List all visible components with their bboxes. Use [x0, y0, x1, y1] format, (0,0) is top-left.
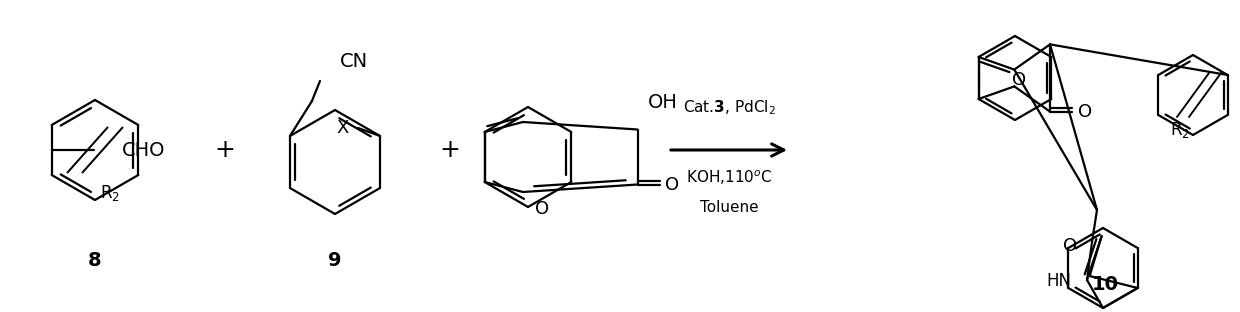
Text: +: +: [439, 138, 460, 162]
Text: O: O: [1078, 103, 1092, 121]
Text: O: O: [666, 175, 680, 193]
Text: CHO: CHO: [122, 140, 165, 159]
Text: CN: CN: [340, 52, 368, 71]
Text: 8: 8: [88, 251, 102, 270]
Text: X: X: [337, 119, 350, 137]
Text: R$_2$: R$_2$: [100, 183, 120, 203]
Text: OH: OH: [647, 92, 677, 111]
Text: +: +: [215, 138, 236, 162]
Text: 9: 9: [329, 251, 342, 270]
Text: R$_2$: R$_2$: [1171, 120, 1190, 140]
Text: 10: 10: [1091, 275, 1118, 294]
Text: O: O: [534, 200, 549, 218]
Text: O: O: [1063, 237, 1078, 255]
Text: O: O: [1012, 71, 1027, 90]
Text: Toluene: Toluene: [699, 201, 759, 216]
Text: HN: HN: [1047, 272, 1071, 290]
Text: KOH,110$^o$C: KOH,110$^o$C: [686, 169, 773, 187]
Text: Cat.$\mathbf{3}$, PdCl$_2$: Cat.$\mathbf{3}$, PdCl$_2$: [683, 99, 775, 117]
